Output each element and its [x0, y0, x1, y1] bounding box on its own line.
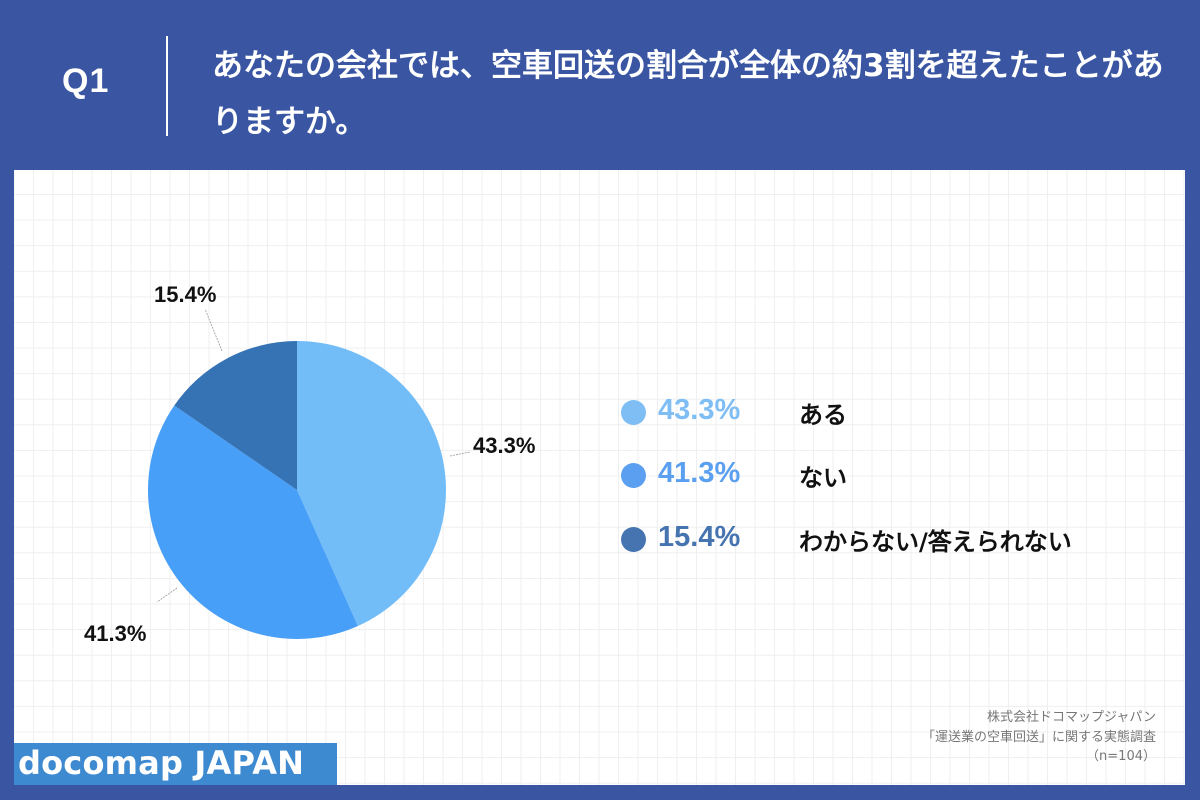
pie-slice-aru [297, 341, 446, 626]
leader-line-aru [449, 451, 471, 457]
legend-dot-icon [621, 527, 646, 552]
legend-label: ない [799, 464, 847, 492]
pie-slice-nai [147, 405, 358, 640]
slice-label-nai: 41.3% [84, 621, 147, 646]
legend-percent: 43.3% [658, 394, 741, 426]
legend-label: ある [799, 401, 847, 429]
source-survey: 「運送業の空車回送」に関する実態調査 [921, 729, 1156, 745]
pie-slice-unknown [174, 341, 297, 490]
legend-item-nai: 41.3% ない [621, 455, 1181, 495]
legend-item-unknown: 15.4% わからない/答えられない [621, 519, 1181, 559]
legend-label: わからない/答えられない [799, 528, 1072, 556]
question-number: Q1 [62, 62, 110, 100]
legend-item-aru: 43.3% ある [621, 392, 1181, 432]
question-header: Q1 あなたの会社では、空車回送の割合が全体の約3割を超えたことがありますか。 [0, 0, 1200, 170]
brand-logo: docomap JAPAN [14, 743, 337, 785]
source-sample-size: （n=104） [1086, 749, 1156, 764]
legend-dot-icon [621, 463, 646, 488]
chart-panel: 43.3% 41.3% 15.4% 43.3% ある 41.3% ない 15.4… [14, 170, 1185, 785]
legend-percent: 15.4% [658, 521, 741, 553]
slice-label-aru: 43.3% [473, 433, 536, 458]
leader-line-nai [156, 587, 178, 603]
legend-dot-icon [621, 400, 646, 425]
question-text: あなたの会社では、空車回送の割合が全体の約3割を超えたことがありますか。 [212, 48, 1164, 140]
slice-label-unknown: 15.4% [154, 282, 217, 307]
legend-percent: 41.3% [658, 457, 741, 489]
source-note: 株式会社ドコマップジャパン 「運送業の空車回送」に関する実態調査 （n=104） [922, 708, 1156, 767]
header-divider [166, 36, 168, 136]
leader-line-unknown [204, 308, 223, 352]
source-company: 株式会社ドコマップジャパン [986, 710, 1156, 725]
pie-chart [147, 308, 471, 640]
